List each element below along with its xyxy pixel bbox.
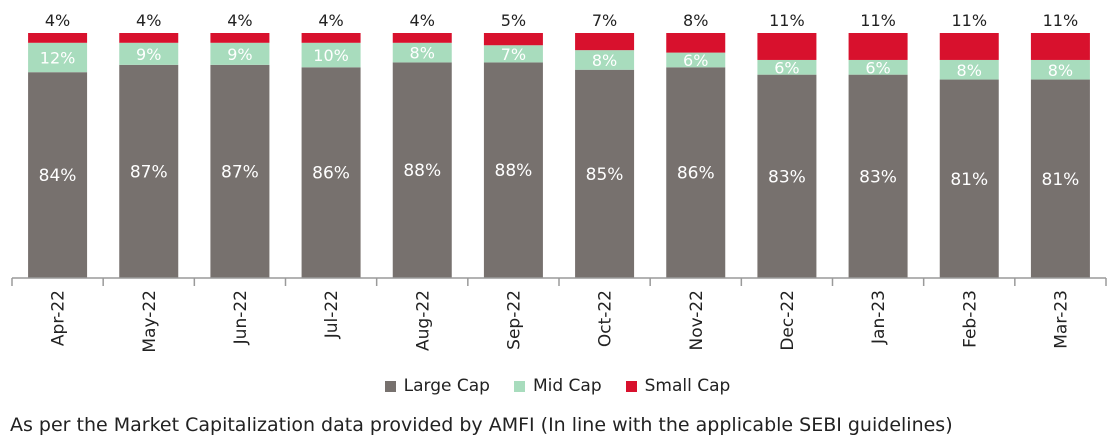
bar-large-cap-dec-22	[757, 74, 817, 279]
bar-small-cap-jul-22	[301, 33, 361, 43]
bar-mid-cap-apr-22	[28, 42, 88, 73]
x-tick-label-dec-22: Dec-22	[778, 290, 798, 351]
data-label-large-cap-may-22: 87%	[130, 162, 168, 182]
x-tick-label-oct-22: Oct-22	[596, 290, 616, 347]
data-label-large-cap-feb-23: 81%	[950, 170, 988, 190]
data-label-small-cap-jul-22: 4%	[318, 11, 343, 30]
data-label-small-cap-apr-22: 4%	[45, 11, 70, 30]
x-tick-label-jul-22: Jul-22	[322, 290, 342, 339]
x-tick-label-may-22: May-22	[140, 290, 160, 353]
data-label-mid-cap-may-22: 9%	[136, 45, 161, 64]
data-label-mid-cap-aug-22: 8%	[410, 44, 435, 63]
bar-mid-cap-sep-22	[483, 45, 543, 63]
data-label-large-cap-jun-22: 87%	[221, 162, 259, 182]
bar-mid-cap-jan-23	[848, 59, 908, 75]
data-label-mid-cap-oct-22: 8%	[592, 51, 617, 70]
legend: Large Cap Mid Cap Small Cap	[0, 373, 1115, 399]
bar-small-cap-oct-22	[575, 33, 635, 51]
data-label-mid-cap-nov-22: 6%	[683, 51, 708, 70]
legend-item-small-cap: Small Cap	[625, 376, 731, 396]
data-label-large-cap-jan-23: 83%	[859, 167, 897, 187]
data-label-small-cap-aug-22: 4%	[410, 11, 435, 30]
x-tick-label-aug-22: Aug-22	[413, 290, 433, 351]
legend-label-mid-cap: Mid Cap	[532, 376, 602, 396]
bar-large-cap-sep-22	[483, 62, 543, 279]
data-label-small-cap-oct-22: 7%	[592, 11, 617, 30]
bar-large-cap-apr-22	[28, 72, 88, 278]
data-label-mid-cap-dec-22: 6%	[774, 58, 799, 77]
bar-mid-cap-may-22	[119, 42, 179, 65]
bar-mid-cap-jun-22	[210, 42, 270, 65]
x-tick-label-apr-22: Apr-22	[49, 290, 69, 346]
bar-small-cap-aug-22	[392, 33, 452, 43]
data-label-small-cap-feb-23: 11%	[951, 11, 987, 30]
legend-item-mid-cap: Mid Cap	[513, 376, 602, 396]
bar-mid-cap-feb-23	[939, 59, 999, 80]
data-label-large-cap-oct-22: 85%	[586, 165, 624, 185]
bars-layer	[28, 33, 1090, 279]
data-label-mid-cap-jul-22: 10%	[313, 46, 349, 65]
bar-large-cap-jan-23	[848, 74, 908, 279]
data-label-small-cap-mar-23: 11%	[1043, 11, 1079, 30]
bar-large-cap-jul-22	[301, 67, 361, 278]
data-label-large-cap-sep-22: 88%	[495, 161, 533, 181]
data-label-small-cap-nov-22: 8%	[683, 11, 708, 30]
bar-large-cap-feb-23	[939, 79, 999, 278]
bar-small-cap-dec-22	[757, 33, 817, 60]
bar-mid-cap-nov-22	[666, 52, 726, 68]
data-label-mid-cap-sep-22: 7%	[501, 45, 526, 64]
bar-small-cap-feb-23	[939, 33, 999, 60]
bar-large-cap-mar-23	[1030, 79, 1090, 278]
x-tick-label-jan-23: Jan-23	[869, 290, 889, 345]
legend-swatch-mid-cap	[513, 380, 525, 392]
data-label-large-cap-dec-22: 83%	[768, 167, 806, 187]
labels-layer: 84% 12% 4% 87% 9% 4% 87% 9% 4% 86% 10% 4% 88% 8% 4% 88%…	[39, 11, 1080, 190]
data-label-mid-cap-jun-22: 9%	[227, 45, 252, 64]
data-label-mid-cap-feb-23: 8%	[957, 61, 982, 80]
bar-small-cap-may-22	[119, 33, 179, 43]
bar-large-cap-may-22	[119, 64, 179, 278]
bar-mid-cap-jul-22	[301, 42, 361, 68]
legend-label-small-cap: Small Cap	[644, 376, 731, 396]
bar-mid-cap-aug-22	[392, 42, 452, 63]
bar-small-cap-jun-22	[210, 33, 270, 43]
stacked-bar-chart: Apr-22 May-22 Jun-22 Jul-22 Aug-22 Sep-22 Oct-…	[11, 11, 1107, 353]
bar-mid-cap-mar-23	[1030, 59, 1090, 80]
legend-swatch-large-cap	[384, 380, 396, 392]
data-label-small-cap-jun-22: 4%	[227, 11, 252, 30]
legend-item-large-cap: Large Cap	[384, 376, 490, 396]
bar-large-cap-aug-22	[392, 62, 452, 279]
bar-large-cap-jun-22	[210, 64, 270, 278]
data-label-large-cap-nov-22: 86%	[677, 164, 715, 184]
data-label-small-cap-sep-22: 5%	[501, 11, 526, 30]
x-tick-label-nov-22: Nov-22	[687, 290, 707, 351]
bar-small-cap-sep-22	[483, 33, 543, 46]
bar-mid-cap-dec-22	[757, 59, 817, 75]
bar-small-cap-nov-22	[666, 33, 726, 53]
data-label-large-cap-mar-23: 81%	[1042, 170, 1080, 190]
bar-small-cap-apr-22	[28, 33, 88, 43]
data-label-small-cap-jan-23: 11%	[860, 11, 896, 30]
bar-large-cap-nov-22	[666, 67, 726, 278]
legend-swatch-small-cap	[625, 380, 637, 392]
data-label-small-cap-dec-22: 11%	[769, 11, 805, 30]
data-label-large-cap-apr-22: 84%	[39, 166, 77, 186]
x-tick-label-feb-23: Feb-23	[960, 290, 980, 348]
footnote: As per the Market Capitalization data pr…	[10, 414, 953, 436]
data-label-mid-cap-jan-23: 6%	[865, 58, 890, 77]
data-label-mid-cap-apr-22: 12%	[40, 49, 76, 68]
bar-large-cap-oct-22	[575, 69, 635, 278]
data-label-large-cap-aug-22: 88%	[403, 161, 441, 181]
bar-small-cap-jan-23	[848, 33, 908, 60]
data-label-small-cap-may-22: 4%	[136, 11, 161, 30]
data-label-large-cap-jul-22: 86%	[312, 164, 350, 184]
x-axis: Apr-22 May-22 Jun-22 Jul-22 Aug-22 Sep-22 Oct-…	[11, 277, 1107, 353]
x-tick-label-jun-22: Jun-22	[231, 290, 251, 345]
x-tick-label-sep-22: Sep-22	[504, 290, 524, 350]
bar-small-cap-mar-23	[1030, 33, 1090, 60]
legend-label-large-cap: Large Cap	[403, 376, 490, 396]
data-label-mid-cap-mar-23: 8%	[1048, 61, 1073, 80]
bar-mid-cap-oct-22	[575, 50, 635, 70]
x-tick-label-mar-23: Mar-23	[1051, 290, 1071, 349]
